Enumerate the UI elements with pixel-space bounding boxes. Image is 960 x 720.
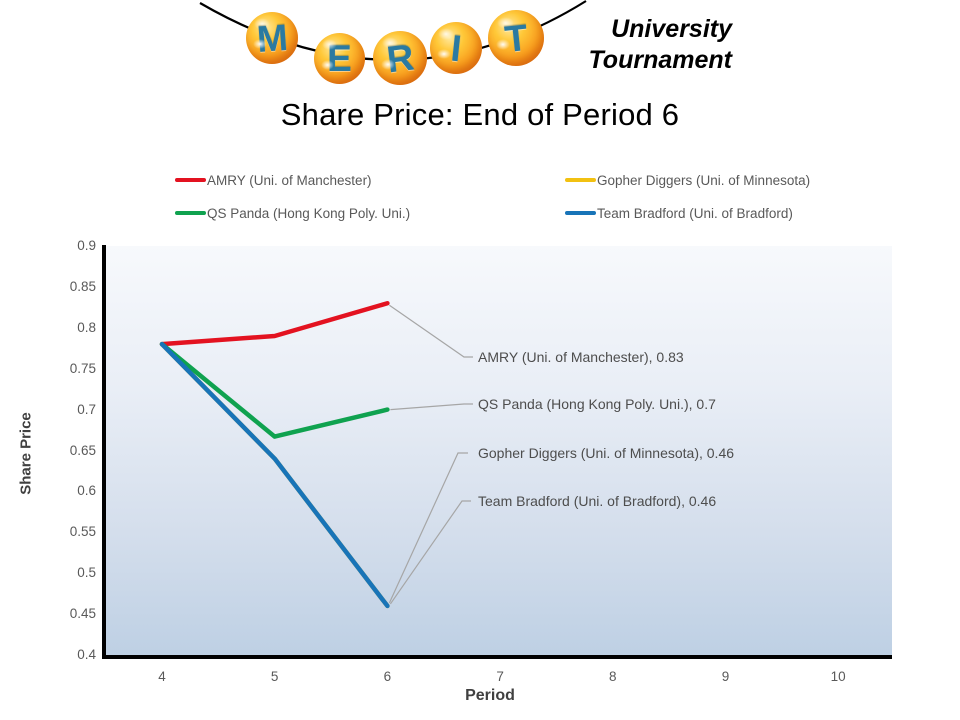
page-title: Share Price: End of Period 6 — [280, 97, 680, 132]
x-axis-title: Period — [465, 687, 515, 704]
x-tick-label: 10 — [830, 669, 846, 684]
y-axis-line — [102, 245, 106, 659]
y-tick-label: 0.85 — [69, 278, 96, 294]
y-tick-label: 0.7 — [77, 401, 96, 417]
university-tournament-text: University Tournament — [492, 14, 732, 76]
logo-ball-t: T — [488, 10, 544, 66]
legend-label: QS Panda (Hong Kong Poly. Uni.) — [207, 205, 411, 221]
logo-letter: I — [448, 27, 464, 69]
y-axis-title: Share Price — [17, 412, 35, 495]
y-tick-label: 0.45 — [69, 606, 96, 622]
data-label-amry: AMRY (Uni. of Manchester), 0.83 — [478, 349, 684, 365]
x-tick-label: 5 — [270, 669, 279, 684]
legend-swatch-gopher-diggers — [565, 178, 596, 182]
legend-swatch-amry — [175, 178, 206, 182]
legend-item-gopher-diggers: Gopher Diggers (Uni. of Minnesota) — [565, 172, 810, 188]
logo-letter: E — [327, 38, 352, 79]
legend-label: AMRY (Uni. of Manchester) — [207, 172, 372, 188]
legend-item-team-bradford: Team Bradford (Uni. of Bradford) — [565, 205, 793, 221]
data-label-gopher-diggers: Gopher Diggers (Uni. of Minnesota), 0.46 — [478, 445, 735, 461]
logo-ball-i: I — [430, 22, 482, 74]
subtitle-line-2: Tournament — [588, 46, 732, 74]
legend-item-amry: AMRY (Uni. of Manchester) — [175, 172, 372, 188]
data-label-team-bradford: Team Bradford (Uni. of Bradford), 0.46 — [478, 493, 717, 509]
x-axis-line — [102, 655, 892, 659]
y-tick-label: 0.9 — [77, 238, 96, 253]
x-tick-label: 4 — [158, 669, 166, 684]
legend-item-qs-panda: QS Panda (Hong Kong Poly. Uni.) — [175, 205, 410, 221]
y-tick-label: 0.6 — [77, 483, 96, 499]
legend-label: Gopher Diggers (Uni. of Minnesota) — [597, 172, 811, 188]
y-tick-label: 0.8 — [77, 319, 96, 335]
legend-swatch-qs-panda — [175, 211, 206, 215]
legend-label: Team Bradford (Uni. of Bradford) — [597, 205, 793, 221]
logo-ball-r: R — [373, 31, 427, 85]
data-label-qs-panda: QS Panda (Hong Kong Poly. Uni.), 0.7 — [478, 396, 716, 412]
y-tick-label: 0.75 — [69, 360, 96, 376]
legend-swatch-team-bradford — [565, 211, 596, 215]
logo-letter: M — [255, 16, 289, 60]
x-tick-label: 6 — [383, 669, 392, 684]
y-tick-label: 0.5 — [77, 565, 96, 581]
logo-letter: R — [384, 36, 416, 80]
subtitle-line-1: University — [611, 15, 732, 43]
logo-ball-e: E — [314, 33, 365, 84]
logo-string-curve — [199, 0, 587, 62]
logo-ball-m: M — [246, 12, 298, 64]
x-tick-label: 9 — [721, 669, 730, 684]
x-tick-label: 8 — [609, 669, 617, 684]
y-tick-label: 0.55 — [69, 524, 96, 540]
y-tick-label: 0.65 — [69, 442, 96, 458]
x-tick-label: 7 — [496, 669, 504, 684]
y-tick-label: 0.4 — [77, 647, 96, 662]
